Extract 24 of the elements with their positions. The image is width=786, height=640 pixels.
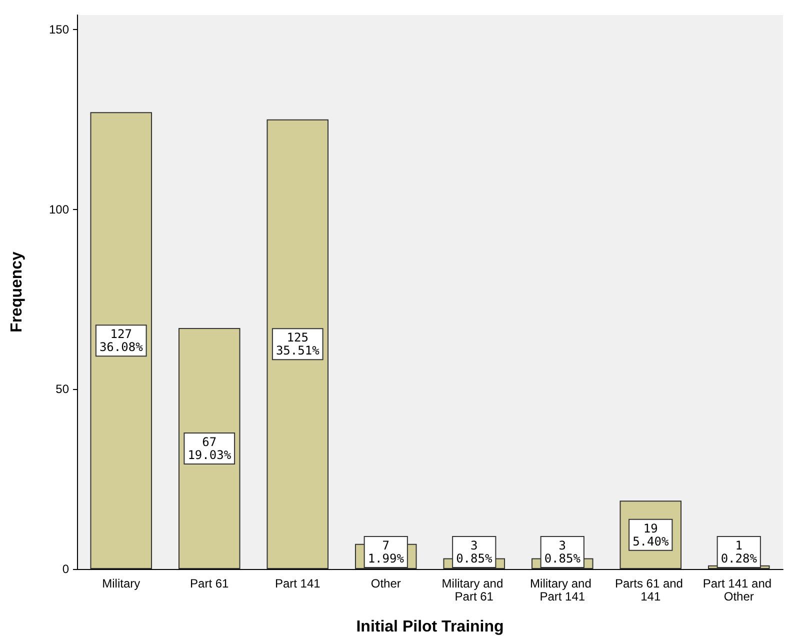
data-label: 67 19.03% (188, 434, 232, 462)
data-label: 19 5.40% (632, 521, 670, 548)
y-axis-title: Frequency (8, 251, 26, 332)
x-tick-label: Part 61 (190, 576, 230, 590)
x-tick-label: Parts 61 and 141 (614, 576, 686, 604)
data-label: 3 0.85% (456, 538, 493, 566)
y-tick-label: 100 (48, 202, 70, 216)
x-tick-label: Military and Part 141 (530, 576, 595, 604)
y-tick-label: 150 (48, 22, 70, 36)
data-label: 125 35.51% (276, 330, 320, 358)
data-label: 3 0.85% (544, 538, 582, 566)
x-tick-label: Military and Part 61 (442, 576, 506, 604)
y-tick-label: 50 (56, 382, 70, 396)
x-tick-label: Part 141 and Other (702, 576, 775, 604)
data-label: 127 36.08% (99, 327, 144, 354)
data-label: 7 1.99% (368, 538, 405, 566)
bar (266, 119, 329, 569)
x-axis-title: Initial Pilot Training (356, 618, 504, 636)
y-tick-label: 0 (62, 562, 70, 576)
x-tick-label: Part 141 (274, 576, 321, 590)
x-tick-label: Other (370, 576, 401, 590)
bar (90, 112, 152, 569)
x-tick-label: Military (102, 576, 140, 590)
data-label: 1 0.28% (720, 538, 758, 566)
